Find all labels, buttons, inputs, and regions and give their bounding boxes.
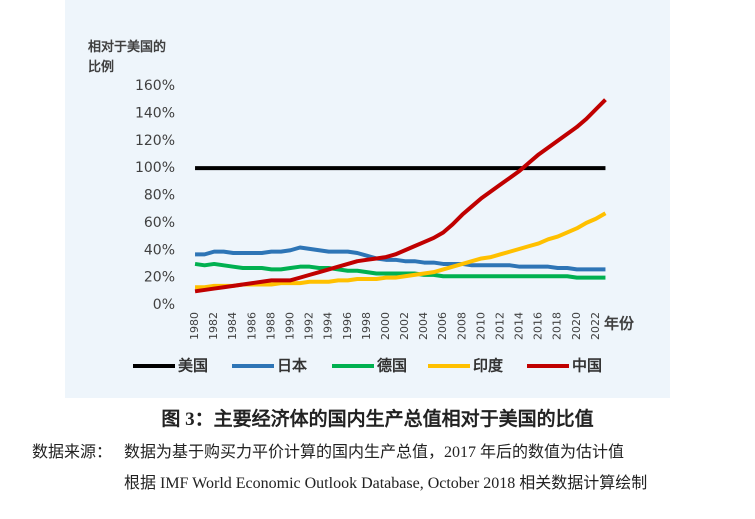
- x-axis-label: 年份: [604, 315, 635, 333]
- y-tick-label: 80%: [144, 188, 175, 204]
- y-tick-label: 160%: [135, 78, 175, 94]
- source-label: 数据来源：: [32, 444, 113, 461]
- x-tick-label: 2008: [455, 312, 468, 340]
- y-tick-label: 40%: [144, 242, 175, 258]
- y-tick-label: 140%: [135, 105, 175, 121]
- x-tick-label: 1990: [283, 312, 296, 340]
- x-tick-label: 2014: [513, 312, 526, 340]
- x-tick-label: 2012: [493, 312, 506, 340]
- x-tick-label: 2020: [570, 312, 583, 340]
- caption-title: 图 3：主要经济体的国内生产总值相对于美国的比值: [161, 409, 594, 430]
- x-tick-label: 1996: [341, 312, 354, 340]
- x-tick-label: 2010: [474, 312, 487, 340]
- x-tick-label: 1980: [188, 312, 201, 340]
- legend-label: 美国: [178, 357, 208, 375]
- x-tick-label: 1992: [303, 312, 316, 340]
- y-tick-label: 60%: [144, 215, 175, 231]
- series-line: [195, 211, 607, 290]
- chart-background: [65, 0, 670, 398]
- x-tick-label: 2022: [589, 312, 602, 340]
- legend-label: 印度: [473, 357, 504, 375]
- x-tick-label: 1986: [245, 312, 258, 340]
- x-tick-label: 2018: [551, 312, 564, 340]
- x-tick-label: 1988: [264, 312, 277, 340]
- y-tick-label: 0%: [153, 297, 175, 313]
- series-line: [194, 261, 606, 280]
- x-tick-label: 2002: [398, 312, 411, 340]
- y-axis-label: 相对于美国的比例: [88, 40, 167, 75]
- legend-label: 中国: [572, 357, 602, 375]
- x-tick-label: 2006: [436, 312, 449, 340]
- y-tick-label: 100%: [135, 160, 175, 176]
- y-tick-label: 20%: [144, 270, 175, 286]
- series-line: [194, 98, 607, 294]
- x-tick-label: 1998: [360, 312, 373, 340]
- source-line: 数据为基于购买力平价计算的国内生产总值，2017 年后的数值为估计值: [124, 444, 625, 461]
- x-tick-label: 2000: [379, 312, 392, 340]
- source-line: 根据 IMF World Economic Outlook Database, …: [124, 475, 648, 492]
- x-tick-label: 1984: [226, 312, 239, 340]
- legend-label: 德国: [377, 357, 407, 375]
- legend-label: 日本: [277, 357, 307, 375]
- x-tick-label: 1982: [207, 312, 220, 340]
- x-tick-label: 2016: [532, 312, 545, 340]
- y-tick-label: 120%: [135, 133, 175, 149]
- series-line: [195, 245, 606, 272]
- x-tick-label: 2004: [417, 312, 430, 340]
- x-tick-label: 1994: [322, 312, 335, 340]
